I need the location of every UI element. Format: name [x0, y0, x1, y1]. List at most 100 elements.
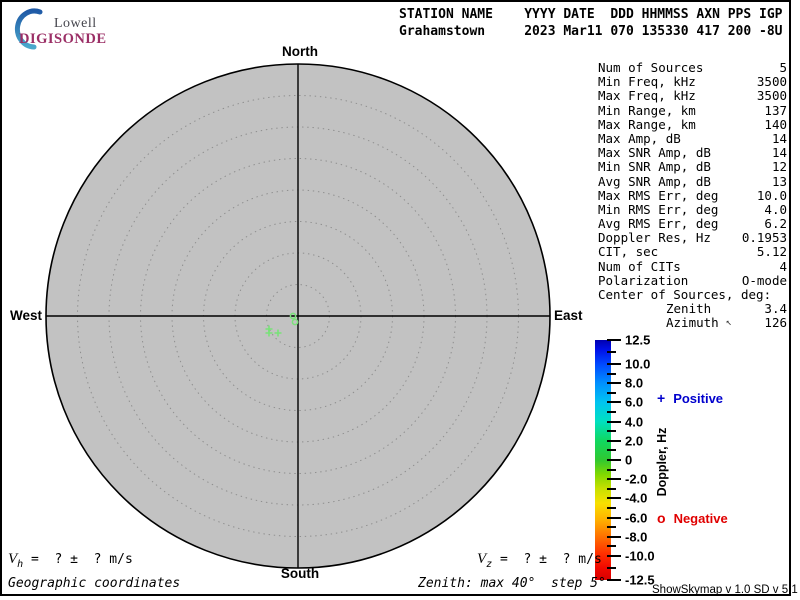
colorbar-major-tick [607, 459, 621, 461]
compass-label-east: East [554, 308, 583, 323]
header-station-values: Grahamstown 2023 Mar11 070 135330 417 20… [399, 24, 783, 39]
colorbar-major-tick [607, 535, 621, 538]
stats-value: 4.0 [764, 201, 787, 217]
stats-value: O-mode [741, 272, 787, 288]
colorbar-minor-tick [607, 526, 616, 529]
stats-label: Min Range, km [598, 102, 696, 118]
stats-row: Polarization O-mode [598, 272, 787, 288]
colorbar-tick-label: 4.0 [625, 414, 644, 430]
stats-row: Zenith 3.4 [598, 301, 787, 317]
logo-digisonde-text: DIGISONDE [19, 31, 107, 47]
stats-value: 0.1953 [741, 230, 787, 246]
stats-label: Min Freq, kHz [598, 74, 696, 90]
colorbar-minor-tick [607, 391, 616, 394]
colorbar-minor-tick [607, 449, 616, 452]
colorbar-tick-label: 8.0 [625, 375, 644, 391]
stats-row: Min Range, km 137 [598, 102, 787, 118]
stats-value: 13 [771, 173, 787, 189]
colorbar-major-tick [607, 439, 621, 442]
colorbar-minor-tick [607, 411, 616, 413]
app-version-label: ShowSkymap v 1.0 SD v 5.1 [652, 584, 798, 596]
compass-label-south: South [280, 566, 320, 581]
logo-lowell-text: Lowell [54, 16, 97, 31]
stats-value: 3500 [756, 88, 787, 104]
stats-label: Max Freq, kHz [598, 88, 696, 104]
colorbar-major-tick [607, 420, 621, 423]
colorbar-tick-label: -4.0 [625, 490, 648, 506]
stats-row: Min SNR Amp, dB 12 [598, 160, 787, 174]
source-marker-plus [265, 329, 273, 337]
colorbar-major-tick [607, 401, 621, 404]
doppler-colorbar [595, 340, 611, 580]
stats-value: 3500 [756, 74, 787, 90]
colorbar-tick-label: 2.0 [625, 433, 644, 449]
compass-label-west: West [9, 308, 42, 323]
stats-label: Avg RMS Err, deg [598, 216, 719, 232]
coordinate-system-label: Geographic coordinates [8, 576, 181, 591]
colorbar-minor-tick [607, 507, 616, 509]
stats-label: Zenith [666, 301, 712, 317]
colorbar-tick-label: 12.5 [625, 332, 651, 348]
colorbar-tick-label: 10.0 [625, 356, 651, 372]
colorbar-major-tick [607, 382, 621, 385]
zenith-scale-note: Zenith: max 40° step 5° [418, 576, 606, 591]
legend-positive-label: Positive [673, 390, 724, 406]
stats-label: CIT, sec [598, 244, 659, 260]
colorbar-major-tick [607, 363, 621, 365]
colorbar-minor-tick [607, 372, 616, 375]
stats-value: 140 [764, 116, 787, 132]
stats-label: Max RMS Err, deg [598, 187, 719, 203]
stats-label: Max Range, km [598, 116, 696, 132]
colorbar-minor-tick [607, 430, 616, 433]
stats-value: 14 [771, 130, 787, 146]
colorbar-tick-label: -6.0 [625, 510, 648, 526]
colorbar-minor-tick [607, 487, 616, 490]
legend-positive: + Positive [657, 390, 723, 406]
stats-row: Num of CITs 4 [598, 258, 787, 274]
colorbar-minor-tick [607, 567, 616, 569]
stats-label: Num of CITs [598, 258, 681, 274]
colorbar-minor-tick [607, 545, 616, 548]
stats-value: 126 [764, 315, 787, 331]
colorbar-minor-tick [607, 468, 616, 471]
stats-value: 137 [764, 102, 787, 118]
stats-label: Num of Sources [598, 60, 704, 75]
lowell-digisonde-logo: Lowell DIGISONDE [10, 6, 130, 50]
stats-row: Min Freq, kHz 3500 [598, 74, 787, 90]
stats-row: CIT, sec 5.12 [598, 245, 787, 259]
colorbar-major-tick [607, 516, 621, 519]
colorbar-tick-label: 6.0 [625, 394, 644, 410]
stats-row: Max Amp, dB 14 [598, 130, 787, 146]
compass-label-north: North [282, 44, 318, 59]
colorbar-major-tick [607, 497, 621, 500]
stats-value: 10.0 [756, 187, 787, 203]
stats-row: Max SNR Amp, dB 14 [598, 145, 787, 161]
stats-value: 12 [771, 159, 787, 175]
mouse-cursor-icon: ↖ [725, 317, 732, 329]
colorbar-major-tick [607, 339, 621, 341]
measurement-stats-panel: Num of Sources 5 Min Freq, kHz 3500 Max Freq… [598, 60, 787, 331]
stats-row: Min RMS Err, deg 4.0 [598, 201, 787, 217]
stats-row: Doppler Res, Hz 0.1953 [598, 231, 787, 245]
colorbar-minor-tick [607, 351, 616, 353]
stats-row: Avg RMS Err, deg 6.2 [598, 216, 787, 232]
stats-value: 14 [771, 145, 787, 161]
legend-negative-label: Negative [673, 510, 728, 526]
legend-negative: o Negative [657, 510, 728, 526]
stats-value: 5.12 [756, 244, 787, 260]
stats-label: Min SNR Amp, dB [598, 159, 711, 175]
plus-marker-icon: + [657, 390, 666, 406]
stats-row: Azimuth ↖ 126 [598, 316, 787, 330]
stats-section-header: Center of Sources, deg: [598, 287, 787, 302]
colorbar-tick-label: -12.5 [625, 572, 655, 588]
stats-label: Max Amp, dB [598, 130, 681, 146]
horizontal-velocity-readout: Vh = ? ± ? m/s [8, 551, 133, 570]
stats-label: Azimuth ↖ [666, 315, 732, 331]
stats-label: Doppler Res, Hz [598, 230, 711, 246]
header-column-titles: STATION NAME YYYY DATE DDD HHMMSS AXN PP… [399, 7, 783, 22]
source-marker-circle [289, 312, 297, 320]
stats-row: Max Range, km 140 [598, 116, 787, 132]
colorbar-major-tick [607, 579, 621, 581]
